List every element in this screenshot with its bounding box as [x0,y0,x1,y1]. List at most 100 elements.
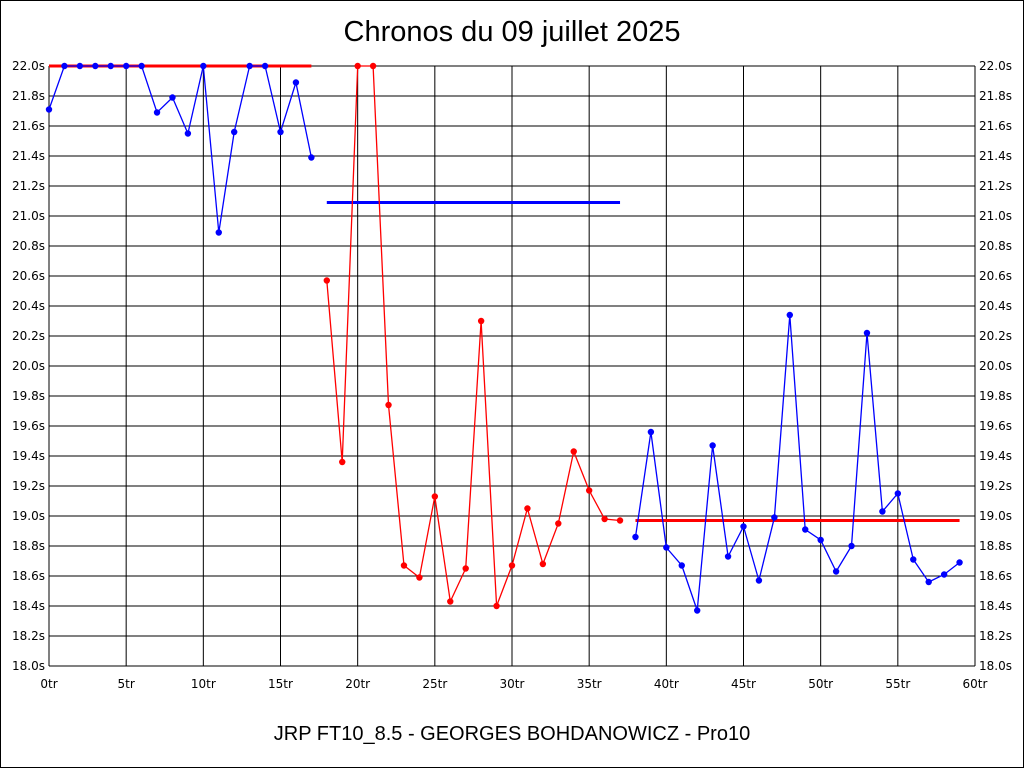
data-point [879,508,886,515]
y-tick-label-left: 20.6s [12,269,45,283]
y-tick-label-right: 21.6s [979,119,1012,133]
data-point [493,602,500,610]
x-tick-label: 60tr [963,677,988,691]
data-point [61,62,68,70]
x-tick-label: 50tr [808,677,833,691]
data-point [632,533,639,541]
y-tick-label-left: 20.8s [12,239,45,253]
data-point [184,130,192,137]
y-tick-label-left: 18.6s [12,569,45,583]
data-point [369,62,377,70]
data-point [508,562,516,569]
data-point [539,560,547,568]
data-point [802,526,809,533]
data-point [215,229,222,236]
data-point [555,520,562,527]
data-point [894,490,902,497]
data-point [724,553,732,560]
data-point [447,598,454,605]
y-tick-label-right: 18.2s [979,629,1012,643]
x-tick-label: 15tr [268,677,293,691]
data-point [246,62,253,70]
data-point [817,536,824,544]
data-point [308,154,315,161]
y-tick-label-left: 18.4s [12,599,45,613]
y-tick-label-left: 21.2s [12,179,45,193]
x-tick-label: 45tr [731,677,756,691]
chart-subtitle: JRP FT10_8.5 - GEORGES BOHDANOWICZ - Pro… [273,723,751,745]
y-tick-label-left: 18.8s [12,539,45,553]
y-tick-label-left: 19.2s [12,479,45,493]
data-point [694,607,701,614]
data-point [169,94,176,101]
data-point [45,106,53,113]
y-tick-label-right: 19.0s [979,509,1012,523]
y-tick-label-left: 21.0s [12,209,45,223]
data-point [431,493,439,500]
x-tick-label: 20tr [345,677,370,691]
data-point [771,514,778,521]
data-point [663,544,670,551]
y-tick-label-right: 18.0s [979,659,1012,673]
y-tick-label-right: 19.4s [979,449,1012,463]
y-tick-label-left: 21.6s [12,119,45,133]
data-point [585,487,593,494]
y-tick-label-left: 18.0s [12,659,45,673]
y-tick-label-right: 20.0s [979,359,1012,373]
data-point [76,62,84,70]
y-tick-label-right: 21.8s [979,89,1012,103]
data-point [107,62,114,70]
series-line-2 [326,65,621,607]
y-tick-label-left: 18.2s [12,629,45,643]
data-point [354,62,361,70]
y-tick-label-right: 21.2s [979,179,1012,193]
data-point [925,578,932,586]
data-point [863,329,871,337]
data-point [277,128,284,136]
data-point [832,568,840,575]
y-tick-label-right: 18.4s [979,599,1012,613]
data-point [477,317,485,325]
y-tick-label-left: 19.6s [12,419,45,433]
data-point [956,559,963,566]
data-point [786,311,793,319]
x-tick-label: 25tr [422,677,447,691]
chart-title: Chronos du 09 juillet 2025 [343,16,681,48]
data-point [231,128,238,136]
x-tick-label: 5tr [118,677,135,691]
y-tick-label-left: 19.4s [12,449,45,463]
x-tick-label: 55tr [885,677,910,691]
data-point [261,62,269,70]
data-point [416,574,423,581]
y-tick-label-left: 20.0s [12,359,45,373]
data-point [740,523,747,530]
data-point [92,62,99,70]
y-tick-label-right: 19.6s [979,419,1012,433]
x-tick-label: 0tr [40,677,57,691]
x-tick-label: 30tr [500,677,525,691]
x-tick-label: 40tr [654,677,679,691]
data-point [385,401,392,409]
y-tick-label-right: 18.8s [979,539,1012,553]
data-point [138,62,145,70]
data-point [292,79,300,86]
y-tick-label-left: 22.0s [12,59,45,73]
data-point [524,505,531,512]
data-point [848,542,855,550]
y-tick-label-right: 18.6s [979,569,1012,583]
y-tick-label-left: 20.4s [12,299,45,313]
data-point [755,577,763,584]
data-point [709,442,716,449]
data-point [940,571,948,578]
y-tick-label-right: 20.4s [979,299,1012,313]
data-point [570,448,577,455]
data-point [400,562,408,569]
y-tick-label-right: 21.0s [979,209,1012,223]
data-point [153,109,161,116]
data-point [910,556,917,563]
data-point [678,562,685,569]
y-tick-label-left: 20.2s [12,329,45,343]
series-line-3 [634,314,960,611]
data-point [462,565,469,572]
